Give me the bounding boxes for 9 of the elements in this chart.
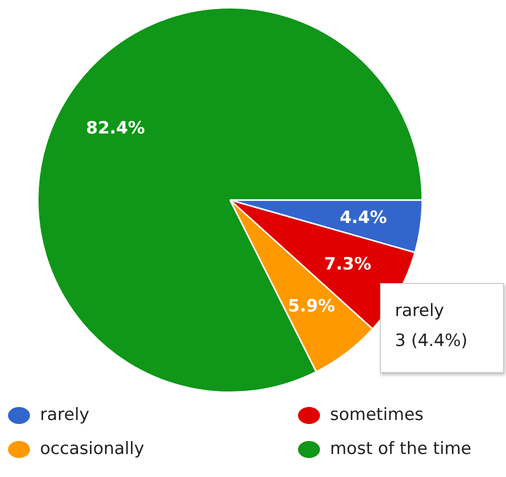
legend-label: most of the time <box>330 439 472 459</box>
data-label: 7.3% <box>324 254 372 275</box>
legend-label: occasionally <box>40 439 144 459</box>
data-label: 5.9% <box>288 296 336 317</box>
text: rarely 3 (4.4%) <box>394 300 468 351</box>
data-label: 4.4% <box>340 208 387 228</box>
legend-label: sometimes <box>330 405 424 425</box>
data-label: 82.4% <box>86 118 145 139</box>
legend-label: rarely <box>40 405 90 425</box>
